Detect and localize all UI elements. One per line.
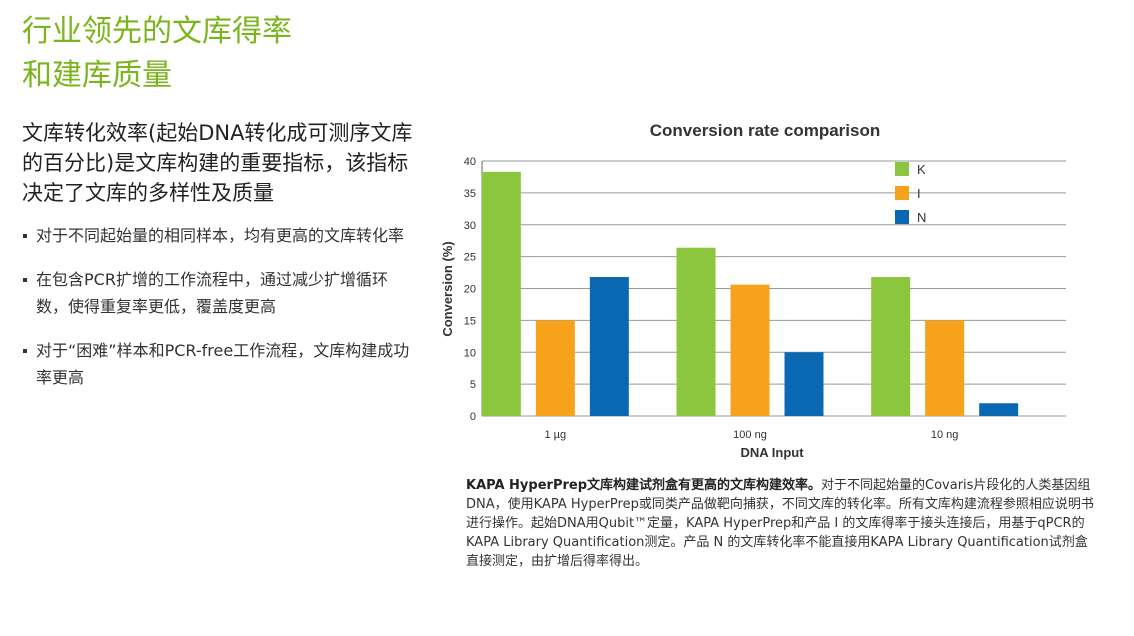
- title-line-1: 行业领先的文库得率: [22, 14, 292, 49]
- legend-swatch: [895, 186, 909, 200]
- legend: KIN: [895, 162, 926, 225]
- grid-lines: [481, 160, 1066, 417]
- y-axis-ticks: 0 5 10 15 20 25 30 35 40: [464, 156, 476, 423]
- figure-caption: KAPA HyperPrep文库构建试剂盒有更高的文库构建效率。对于不同起始量的…: [466, 476, 1096, 571]
- bullet-list: 对于不同起始量的相同样本，均有更高的文库转化率 在包含PCR扩增的工作流程中，通…: [22, 222, 417, 408]
- legend-label: I: [917, 186, 921, 201]
- x-axis-label: DNA Input: [740, 445, 804, 460]
- y-tick-label: 10: [464, 347, 476, 359]
- page-title: 行业领先的文库得率 和建库质量: [22, 10, 292, 98]
- bar-I-2: [925, 320, 965, 416]
- bullet-item: 对于“困难”样本和PCR-free工作流程，文库构建成功率更高: [22, 337, 417, 391]
- subheading: 文库转化效率(起始DNA转化成可测序文库的百分比)是文库构建的重要指标，该指标决…: [22, 121, 413, 205]
- y-tick-label: 40: [464, 156, 476, 168]
- legend-swatch: [895, 210, 909, 224]
- bar-N-0: [589, 277, 629, 416]
- caption-text: 对于不同起始量的Covaris片段化的人类基因组DNA，使用KAPA Hyper…: [466, 478, 1094, 569]
- y-tick-label: 35: [464, 188, 476, 200]
- bullet-item: 在包含PCR扩增的工作流程中，通过减少扩增循环数，使得重复率更低，覆盖度更高: [22, 266, 417, 320]
- x-tick-label: 100 ng: [733, 429, 767, 441]
- title-line-2: 和建库质量: [22, 58, 172, 93]
- y-tick-label: 25: [464, 252, 476, 264]
- bar-I-0: [535, 320, 575, 416]
- y-axis-label: Conversion (%): [440, 241, 455, 336]
- bar-N-1: [784, 352, 824, 416]
- legend-label: K: [917, 162, 926, 177]
- y-tick-label: 30: [464, 220, 476, 232]
- y-tick-label: 0: [470, 411, 476, 423]
- bar-I-1: [730, 284, 770, 416]
- legend-swatch: [895, 162, 909, 176]
- bar-K-0: [481, 171, 521, 416]
- caption-bold: KAPA HyperPrep文库构建试剂盒有更高的文库构建效率。: [466, 478, 822, 493]
- bars: [481, 171, 1019, 416]
- y-tick-label: 20: [464, 284, 476, 296]
- x-axis-ticks: 1 µg 100 ng 10 ng: [545, 429, 959, 441]
- y-tick-label: 5: [470, 379, 476, 391]
- conversion-rate-chart: Conversion rate comparison 0 5 10 15 20 25 30 3…: [440, 121, 1066, 460]
- bar-K-2: [871, 277, 911, 416]
- x-tick-label: 1 µg: [545, 429, 567, 441]
- y-tick-label: 15: [464, 315, 476, 327]
- bullet-item: 对于不同起始量的相同样本，均有更高的文库转化率: [22, 222, 417, 249]
- bar-N-2: [979, 403, 1019, 416]
- chart-title: Conversion rate comparison: [650, 121, 881, 140]
- x-tick-label: 10 ng: [931, 429, 959, 441]
- bar-K-1: [676, 247, 716, 416]
- legend-label: N: [917, 210, 926, 225]
